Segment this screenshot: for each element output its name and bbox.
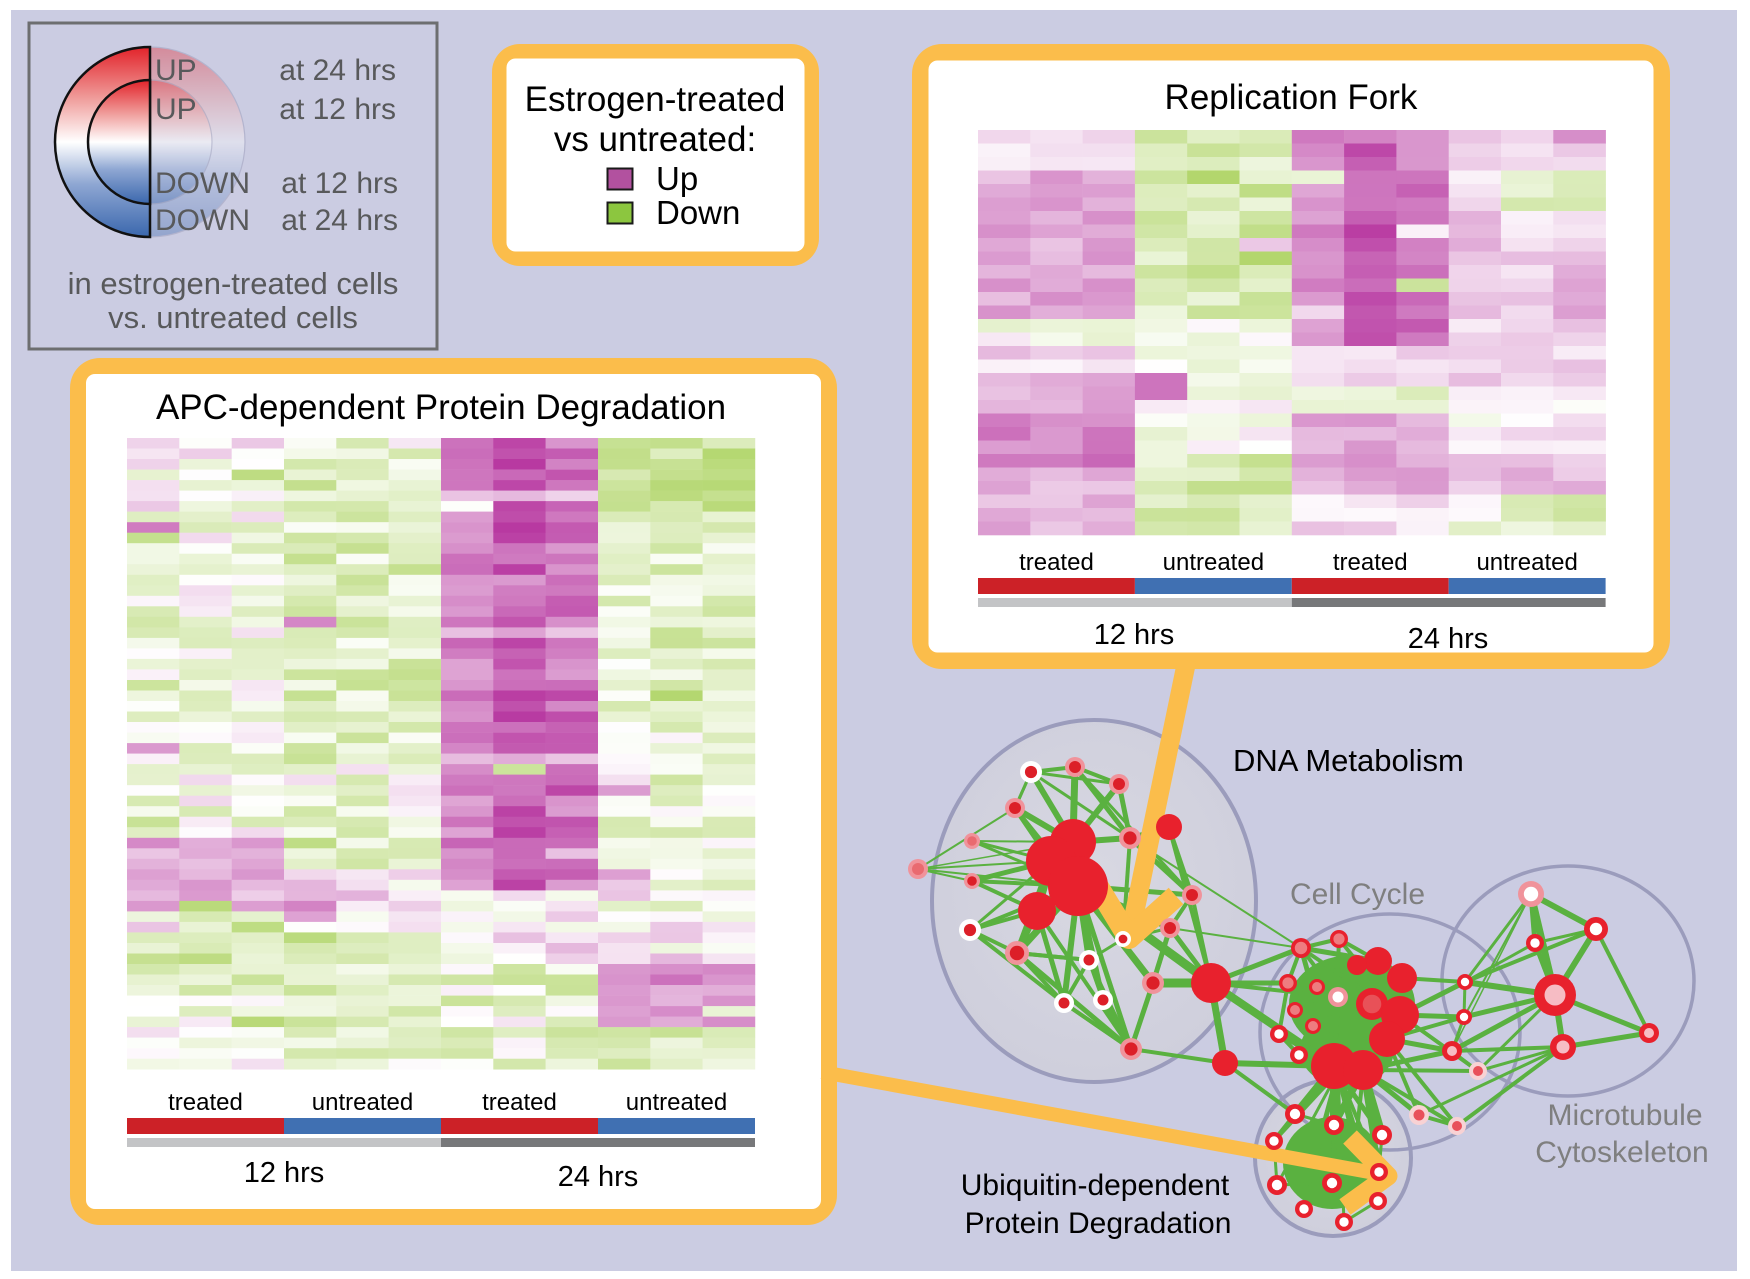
svg-text:Down: Down (656, 194, 740, 231)
svg-text:12 hrs: 12 hrs (244, 1157, 325, 1189)
svg-text:24 hrs: 24 hrs (1408, 623, 1489, 655)
svg-text:UP: UP (155, 93, 197, 126)
svg-text:Microtubule: Microtubule (1547, 1099, 1702, 1132)
svg-text:treated: treated (1333, 549, 1408, 576)
svg-text:untreated: untreated (1476, 549, 1577, 576)
svg-text:treated: treated (168, 1089, 243, 1116)
svg-text:at 12 hrs: at 12 hrs (281, 167, 398, 200)
svg-text:at 24 hrs: at 24 hrs (279, 54, 396, 87)
svg-text:DOWN: DOWN (155, 204, 250, 237)
svg-text:untreated: untreated (626, 1089, 727, 1116)
svg-text:untreated: untreated (1163, 549, 1264, 576)
svg-text:at 24 hrs: at 24 hrs (281, 204, 398, 237)
svg-text:treated: treated (482, 1089, 557, 1116)
svg-text:Cell Cycle: Cell Cycle (1290, 878, 1425, 911)
svg-text:DNA Metabolism: DNA Metabolism (1233, 743, 1464, 778)
svg-text:DOWN: DOWN (155, 167, 250, 200)
svg-text:untreated: untreated (312, 1089, 413, 1116)
svg-text:Cytoskeleton: Cytoskeleton (1535, 1136, 1708, 1169)
svg-text:UP: UP (155, 54, 197, 87)
svg-text:Protein Degradation: Protein Degradation (965, 1207, 1232, 1240)
svg-text:12 hrs: 12 hrs (1094, 619, 1175, 651)
svg-text:APC-dependent Protein Degradat: APC-dependent Protein Degradation (156, 388, 726, 427)
svg-text:Estrogen-treated: Estrogen-treated (525, 80, 786, 119)
svg-text:vs untreated:: vs untreated: (554, 120, 756, 159)
svg-text:24 hrs: 24 hrs (558, 1161, 639, 1193)
svg-text:Replication Fork: Replication Fork (1165, 78, 1418, 117)
svg-text:in estrogen-treated cells: in estrogen-treated cells (68, 266, 399, 301)
svg-text:treated: treated (1019, 549, 1094, 576)
svg-text:at 12 hrs: at 12 hrs (279, 93, 396, 126)
svg-text:Up: Up (656, 160, 698, 197)
svg-text:Ubiquitin-dependent: Ubiquitin-dependent (961, 1169, 1230, 1202)
svg-text:vs. untreated cells: vs. untreated cells (108, 300, 358, 335)
